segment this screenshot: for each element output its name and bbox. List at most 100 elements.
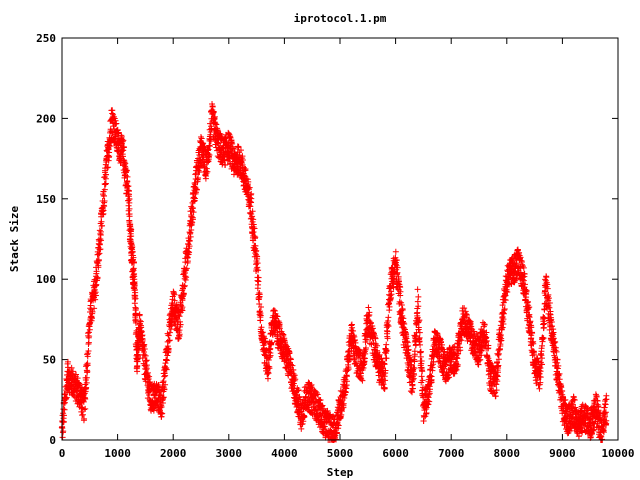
data-point (254, 285, 261, 292)
data-point (70, 368, 77, 375)
data-point (340, 402, 347, 409)
data-point (250, 229, 257, 236)
data-point (357, 370, 364, 377)
data-point (414, 286, 421, 293)
data-point (136, 311, 143, 318)
data-point (372, 335, 379, 342)
data-point (239, 156, 246, 163)
data-point (222, 161, 229, 168)
data-point (342, 389, 349, 396)
data-point (210, 108, 217, 115)
data-point (377, 377, 384, 384)
data-point (134, 368, 141, 375)
data-point (538, 352, 545, 359)
data-point (254, 260, 261, 267)
data-point (137, 322, 144, 329)
data-point (318, 416, 325, 423)
data-point (235, 144, 242, 151)
data-point (412, 342, 419, 349)
data-point (361, 349, 368, 356)
data-point (312, 405, 319, 412)
data-point (335, 422, 342, 429)
data-point (126, 205, 133, 212)
data-point (307, 383, 314, 390)
data-point (367, 319, 374, 326)
data-point (166, 329, 173, 336)
data-point (123, 167, 130, 174)
data-point (540, 335, 547, 342)
data-point (79, 411, 86, 418)
data-point (340, 392, 347, 399)
data-point (74, 375, 81, 382)
data-point (202, 173, 209, 180)
data-point (206, 151, 213, 158)
data-point (119, 138, 126, 145)
data-point (257, 317, 264, 324)
data-point (138, 327, 145, 334)
data-point (251, 225, 258, 232)
data-point (160, 394, 167, 401)
data-point (346, 356, 353, 363)
data-point (189, 204, 196, 211)
data-point (376, 351, 383, 358)
data-point (204, 168, 211, 175)
data-point (280, 331, 287, 338)
data-point (265, 370, 272, 377)
data-point (64, 358, 71, 365)
data-point (247, 194, 254, 201)
data-point (109, 107, 116, 114)
data-point (211, 113, 218, 120)
data-point (298, 425, 305, 432)
data-point (417, 349, 424, 356)
data-point (158, 403, 165, 410)
data-point (183, 274, 190, 281)
data-point (126, 211, 133, 218)
data-point (252, 234, 259, 241)
data-point (182, 269, 189, 276)
data-point (417, 353, 424, 360)
data-point (130, 265, 137, 272)
data-point (61, 406, 68, 413)
y-tick-label: 250 (36, 32, 56, 45)
data-point (105, 164, 112, 171)
data-point (188, 213, 195, 220)
data-point (122, 168, 129, 175)
data-point (99, 222, 106, 229)
data-point (156, 391, 163, 398)
data-point (98, 237, 105, 244)
x-tick-label: 7000 (438, 447, 465, 460)
data-point (171, 291, 178, 298)
data-point (161, 373, 168, 380)
data-point (84, 368, 91, 375)
data-point (115, 130, 122, 137)
data-point (365, 304, 372, 311)
data-point (191, 195, 198, 202)
data-point (186, 237, 193, 244)
data-point (132, 295, 139, 302)
data-point (324, 407, 331, 414)
data-point (319, 402, 326, 409)
data-point (162, 372, 169, 379)
x-tick-label: 3000 (216, 447, 243, 460)
data-point (83, 379, 90, 386)
data-point (229, 140, 236, 147)
x-axis-label: Step (327, 466, 354, 479)
data-point (102, 181, 109, 188)
data-point (97, 246, 104, 253)
data-point (130, 259, 137, 266)
data-point (299, 420, 306, 427)
data-point (411, 348, 418, 355)
data-point (359, 377, 366, 384)
data-point (296, 393, 303, 400)
data-point (186, 249, 193, 256)
data-point (291, 372, 298, 379)
data-point (159, 410, 166, 417)
data-point (183, 265, 190, 272)
data-point (282, 342, 289, 349)
data-point (360, 365, 367, 372)
data-point (281, 337, 288, 344)
y-tick-label: 50 (43, 354, 56, 367)
data-point (60, 428, 67, 435)
x-tick-label: 4000 (271, 447, 298, 460)
